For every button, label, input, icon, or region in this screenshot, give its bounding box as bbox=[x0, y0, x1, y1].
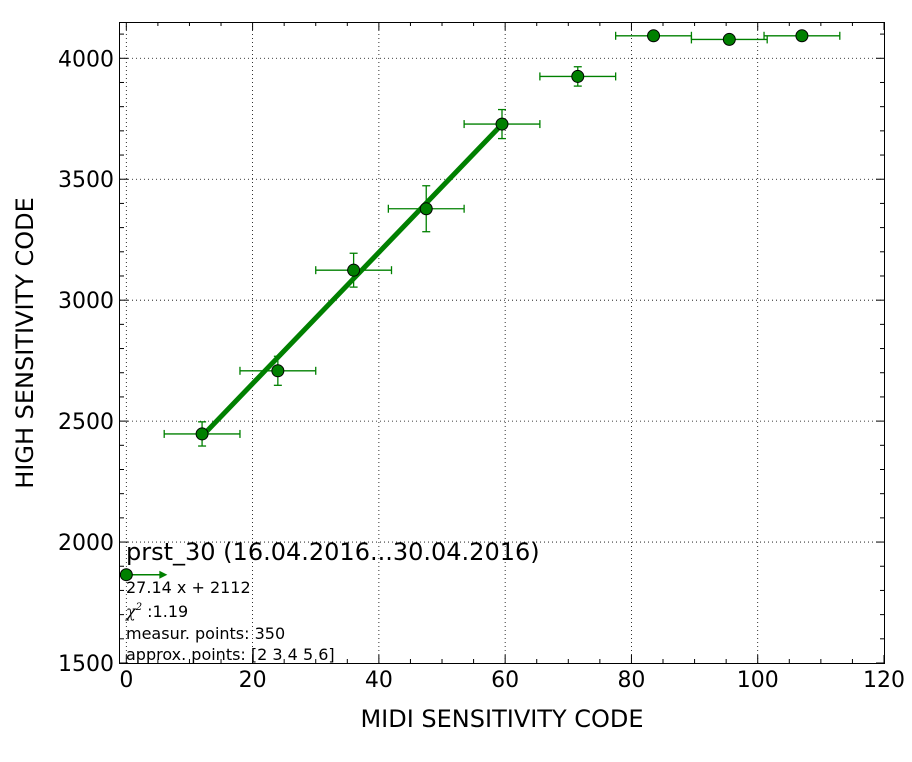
y-tick-label: 2000 bbox=[58, 531, 114, 556]
y-axis-title: HIGH SENSITIVITY CODE bbox=[11, 197, 39, 489]
chi-superscript: 2 bbox=[135, 602, 142, 613]
data-point bbox=[647, 29, 661, 43]
fit-line bbox=[200, 122, 504, 438]
annotation-chi: χ2 :1.19 bbox=[125, 602, 188, 621]
x-tick-label: 60 bbox=[491, 668, 519, 693]
y-tick-label: 1500 bbox=[58, 652, 114, 677]
x-tick-label: 40 bbox=[365, 668, 393, 693]
x-tick-label: 120 bbox=[863, 668, 905, 693]
chi-value: :1.19 bbox=[142, 602, 188, 621]
annotation-formula: 27.14 x + 2112 bbox=[126, 578, 251, 597]
y-tick-label: 2500 bbox=[58, 410, 114, 435]
data-point bbox=[347, 263, 361, 277]
y-tick-label: 3000 bbox=[58, 289, 114, 314]
annotations: prst_30 (16.04.2016...30.04.2016) 27.14 … bbox=[125, 538, 540, 664]
x-tick-label: 80 bbox=[617, 668, 645, 693]
x-tick-label: 0 bbox=[119, 668, 133, 693]
data-point bbox=[195, 427, 209, 441]
arrow-head bbox=[159, 570, 168, 579]
annotation-measur-points: measur. points: 350 bbox=[126, 624, 285, 643]
chi-symbol: χ bbox=[125, 602, 137, 621]
y-tick-label: 3500 bbox=[58, 168, 114, 193]
data-layer bbox=[119, 29, 841, 582]
plot-frame bbox=[119, 22, 885, 664]
tick-labels: 0 20 40 60 80 100 120 1500 2000 2500 3000 3500 4000 bbox=[58, 47, 905, 693]
data-point bbox=[495, 117, 509, 131]
data-point bbox=[419, 202, 433, 216]
annotation-title: prst_30 (16.04.2016...30.04.2016) bbox=[126, 538, 540, 566]
x-tick-label: 100 bbox=[737, 668, 779, 693]
data-point bbox=[271, 364, 285, 378]
x-tick-label: 20 bbox=[239, 668, 267, 693]
data-point bbox=[722, 32, 736, 46]
data-point bbox=[571, 69, 585, 83]
data-point bbox=[119, 568, 133, 582]
grid bbox=[120, 22, 884, 663]
minor-ticks bbox=[120, 22, 885, 664]
y-tick-label: 4000 bbox=[58, 47, 114, 72]
x-axis-title: MIDI SENSITIVITY CODE bbox=[360, 705, 643, 733]
data-point bbox=[795, 29, 809, 43]
annotation-approx-points: approx. points: [2 3 4 5 6] bbox=[126, 645, 335, 664]
